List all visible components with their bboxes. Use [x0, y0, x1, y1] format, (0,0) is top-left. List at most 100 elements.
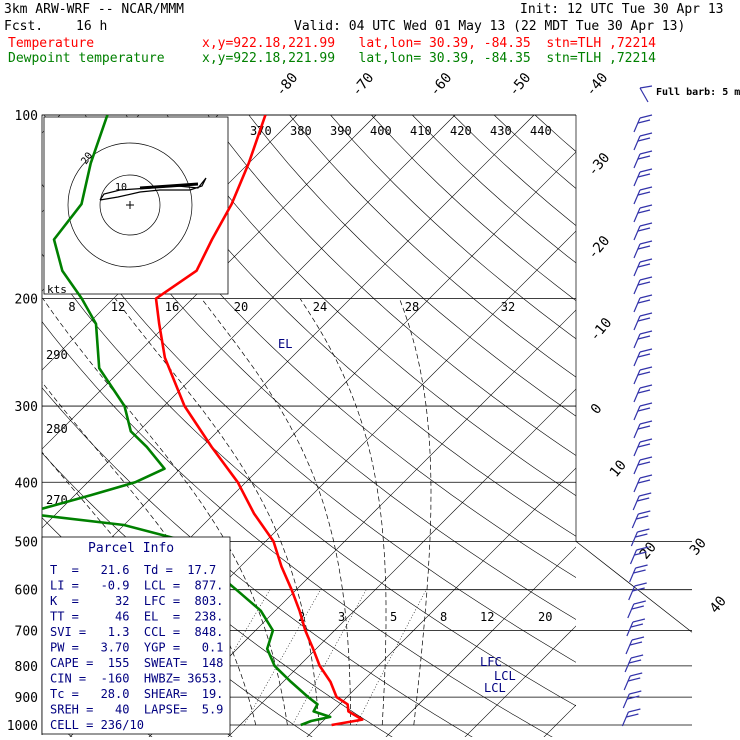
isotherm — [42, 115, 377, 450]
temperature-tick: -10 — [587, 315, 616, 345]
wind-barb — [631, 636, 645, 641]
wind-barb — [639, 168, 653, 173]
moist-adiabat — [201, 298, 351, 725]
isotherm — [42, 115, 456, 529]
isotherm — [42, 115, 535, 608]
dewpoint-legend: Dewpoint temperature — [8, 51, 165, 66]
pressure-label: 500 — [15, 535, 38, 550]
hodograph-speed-tick: 12 — [111, 300, 125, 314]
wind-barb — [637, 137, 651, 142]
wind-barb — [639, 492, 652, 497]
temperature-tick: -30 — [585, 150, 614, 180]
wind-barb — [635, 564, 648, 569]
barb-legend-label: Full barb: 5 m s⁻¹ — [656, 87, 740, 98]
barb-legend-icon — [639, 87, 649, 103]
wind-barb — [637, 335, 651, 340]
pressure-label: 400 — [15, 476, 38, 491]
temperature-location: x,y=922.18,221.99 lat,lon= 30.39, -84.35… — [202, 36, 656, 51]
wind-barb — [627, 695, 640, 700]
wind-barb — [633, 243, 641, 259]
wind-barb — [631, 605, 644, 610]
wind-barb — [634, 551, 647, 556]
hodograph-ring-label: 10 — [115, 182, 127, 193]
wind-barb — [633, 423, 641, 439]
wind-barb — [637, 245, 651, 250]
parcel-info-row: CAPE = 155 SWEAT= 148 — [50, 656, 223, 670]
wind-barb — [628, 677, 641, 682]
dry-adiabat — [330, 115, 576, 340]
hodograph-direction-tick: 290 — [46, 348, 68, 362]
wind-barb — [639, 132, 653, 137]
wind-barb — [637, 425, 651, 430]
temperature-profile — [154, 115, 364, 727]
dry-adiabat — [44, 115, 576, 620]
wind-barb — [637, 528, 650, 533]
temperature-tick: 30 — [687, 535, 710, 558]
forecast-hour: 16 h — [76, 19, 108, 34]
barb-legend-icon — [639, 85, 653, 89]
wind-barb — [639, 420, 653, 425]
moist-adiabat — [299, 298, 387, 726]
wind-barb — [639, 474, 653, 479]
wind-barb — [633, 477, 641, 493]
wind-barb — [629, 549, 638, 565]
temperature-tick: 20 — [637, 539, 660, 562]
wind-barb — [633, 279, 641, 295]
wind-barb — [633, 333, 641, 349]
theta-e-tick: 380 — [290, 124, 312, 138]
temperature-tick: -70 — [349, 70, 378, 100]
wind-barb — [639, 312, 653, 317]
dewpoint-profile — [42, 115, 332, 727]
wind-barb — [637, 227, 651, 232]
hodograph-speed-tick: 16 — [165, 300, 179, 314]
wind-barb — [633, 369, 641, 385]
wind-barb — [637, 281, 651, 286]
parcel-info-row: PW = 3.70 YGP = 0.1 — [50, 641, 223, 655]
wind-barb — [633, 153, 641, 169]
wind-barb — [637, 353, 651, 358]
wind-barb — [630, 672, 643, 677]
parcel-info-row: K = 32 LFC = 803. — [50, 594, 223, 608]
wind-barb — [637, 371, 651, 376]
init-time: Init: 12 UTC Tue 30 Apr 13 — [520, 2, 724, 17]
wind-barb — [639, 258, 653, 263]
wind-barb — [623, 675, 631, 691]
temperature-legend: Temperature — [8, 36, 95, 51]
wind-barb — [637, 173, 651, 178]
temperature-tick: 10 — [607, 457, 630, 480]
temperature-tick: 40 — [707, 593, 730, 616]
wind-barb — [637, 317, 651, 322]
dry-adiabat — [42, 253, 576, 707]
wind-barb — [633, 315, 641, 331]
wind-barb — [633, 459, 641, 475]
parcel-info-row: Tc = 28.0 SHEAR= 19. — [50, 687, 223, 701]
hodograph-trace — [99, 177, 207, 201]
pressure-label: 800 — [15, 660, 38, 675]
dry-adiabat — [125, 115, 576, 537]
wind-barb — [633, 600, 646, 605]
wind-barb — [637, 119, 651, 124]
wind-barb — [638, 510, 651, 515]
isotherm — [227, 388, 576, 737]
dry-adiabat — [84, 115, 576, 578]
temperature-tick: -80 — [273, 70, 302, 100]
isotherm — [543, 704, 576, 737]
parcel-info-box — [41, 536, 231, 735]
wind-barb — [639, 222, 653, 227]
parcel-info-row: SVI = 1.3 CCL = 848. — [50, 625, 223, 639]
wind-barb — [626, 713, 639, 718]
wind-barb — [639, 186, 653, 191]
wind-barb — [639, 348, 653, 353]
wind-barb — [633, 351, 641, 367]
mixing-ratio-tick: 20 — [538, 610, 552, 624]
dry-adiabat — [248, 115, 576, 417]
wind-barb — [633, 441, 641, 457]
dry-adiabat — [42, 183, 576, 663]
hodograph-speed-tick: 24 — [313, 300, 327, 314]
wind-barb — [630, 623, 644, 628]
wind-barb — [639, 150, 653, 155]
wind-barb — [639, 276, 653, 281]
wind-barb — [629, 641, 643, 646]
